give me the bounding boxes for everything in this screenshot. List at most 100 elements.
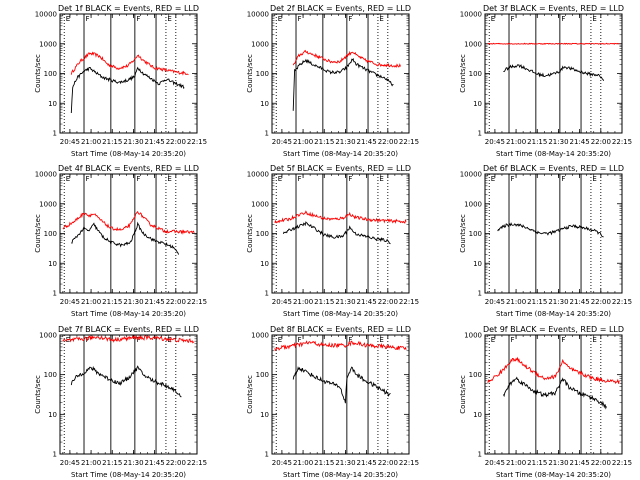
x-axis-label: Start Time (08-May-14 20:35:20) — [496, 310, 611, 318]
series-line-events — [70, 66, 185, 114]
x-tick-label: 22:15 — [399, 298, 419, 306]
x-tick-label: 22:15 — [612, 459, 632, 467]
y-axis-label: Counts/sec — [459, 375, 467, 414]
plot-frame — [59, 173, 198, 294]
y-tick-label: 10 — [48, 411, 57, 419]
x-tick-label: 21:15 — [314, 459, 334, 467]
plot-frame — [271, 173, 410, 294]
time-marker-label: E — [592, 336, 596, 344]
plot-frame — [484, 334, 623, 455]
x-tick-label: 21:30 — [123, 138, 143, 146]
x-tick-label: 21:15 — [314, 298, 334, 306]
y-tick-label: 10 — [260, 100, 269, 108]
series-line-lld — [62, 335, 195, 344]
chart-panel-8: Det 8f BLACK = Events, RED = LLD Counts/s… — [246, 325, 419, 479]
y-tick-label: 10 — [260, 260, 269, 268]
y-tick-label: 10 — [48, 260, 57, 268]
y-tick-label: 1 — [265, 451, 269, 459]
y-tick-label: 100 — [256, 371, 269, 379]
x-tick-label: 21:45 — [570, 298, 590, 306]
x-tick-label: 21:30 — [123, 459, 143, 467]
x-tick-label: 21:00 — [293, 459, 313, 467]
x-tick-label: 21:00 — [81, 459, 101, 467]
time-marker-label: F — [348, 175, 352, 183]
x-tick-label: 22:00 — [166, 459, 186, 467]
time-marker-label: E — [278, 336, 282, 344]
time-marker-label: E — [592, 15, 596, 23]
plot-frame — [484, 173, 623, 294]
time-marker-label: E — [379, 15, 383, 23]
y-tick-label: 1 — [53, 130, 57, 138]
time-marker-label: E — [66, 175, 70, 183]
x-tick-label: 21:00 — [506, 459, 526, 467]
y-tick-label: 1 — [53, 451, 57, 459]
chart-panel-1: Det 1f BLACK = Events, RED = LLD Counts/s… — [34, 4, 207, 158]
x-axis-label: Start Time (08-May-14 20:35:20) — [283, 471, 398, 479]
y-tick-label: 10 — [260, 411, 269, 419]
y-tick-label: 100 — [44, 371, 57, 379]
x-axis-label: Start Time (08-May-14 20:35:20) — [283, 310, 398, 318]
x-tick-label: 21:15 — [102, 298, 122, 306]
series-line-events — [292, 57, 394, 111]
x-tick-label: 20:45 — [485, 138, 505, 146]
x-tick-label: 21:15 — [527, 298, 547, 306]
plot-frame — [59, 334, 198, 455]
y-tick-label: 100 — [256, 230, 269, 238]
plot-frame — [484, 13, 623, 134]
x-tick-label: 21:00 — [81, 138, 101, 146]
time-marker-label: F — [86, 175, 90, 183]
x-tick-label: 21:45 — [570, 138, 590, 146]
chart-title: Det 3f BLACK = Events, RED = LLD — [483, 4, 624, 13]
x-tick-label: 21:30 — [335, 138, 355, 146]
time-marker-label: F — [511, 336, 515, 344]
time-marker-label: F — [561, 15, 565, 23]
y-tick-label: 10000 — [460, 171, 482, 179]
series-line-events — [71, 221, 180, 255]
x-tick-label: 21:15 — [102, 459, 122, 467]
x-tick-label: 20:45 — [60, 298, 80, 306]
series-line-lld — [292, 49, 401, 68]
y-axis-label: Counts/sec — [34, 54, 42, 93]
series-line-events — [282, 221, 391, 245]
y-tick-label: 1000 — [39, 40, 57, 48]
x-tick-label: 21:15 — [314, 138, 334, 146]
x-tick-label: 21:45 — [357, 298, 377, 306]
x-tick-label: 21:00 — [293, 138, 313, 146]
x-axis-label: Start Time (08-May-14 20:35:20) — [496, 471, 611, 479]
time-marker-label: E — [491, 15, 495, 23]
x-tick-label: 21:45 — [145, 138, 165, 146]
y-tick-label: 10000 — [35, 11, 57, 19]
x-tick-label: 22:15 — [612, 138, 632, 146]
y-axis-ticks: 1 10 100 1000 — [251, 332, 409, 459]
y-tick-label: 1000 — [39, 332, 57, 340]
y-axis-ticks: 1 10 100 1000 10000 — [35, 11, 197, 138]
x-tick-label: 20:45 — [60, 459, 80, 467]
x-tick-label: 21:00 — [506, 138, 526, 146]
x-tick-label: 21:15 — [527, 138, 547, 146]
y-tick-label: 10000 — [247, 171, 269, 179]
x-tick-label: 21:30 — [335, 298, 355, 306]
chart-panel-9: Det 9f BLACK = Events, RED = LLD Counts/s… — [459, 325, 632, 479]
time-marker-label: E — [66, 15, 70, 23]
y-axis-label: Counts/sec — [246, 54, 254, 93]
y-tick-label: 1000 — [464, 40, 482, 48]
series-line-lld — [274, 210, 407, 224]
x-tick-label: 22:00 — [591, 138, 611, 146]
chart-panel-3: Det 3f BLACK = Events, RED = LLD Counts/s… — [459, 4, 632, 158]
series-line-events — [502, 376, 607, 410]
y-axis-label: Counts/sec — [34, 214, 42, 253]
x-axis-ticks: 20:45 21:00 21:15 21:30 21:45 22:00 22:15 — [272, 14, 419, 146]
x-tick-label: 21:30 — [548, 138, 568, 146]
y-tick-label: 1 — [265, 130, 269, 138]
chart-panel-5: Det 5f BLACK = Events, RED = LLD Counts/s… — [246, 164, 419, 318]
y-tick-label: 10000 — [460, 11, 482, 19]
x-axis-label: Start Time (08-May-14 20:35:20) — [496, 150, 611, 158]
y-tick-label: 10000 — [247, 11, 269, 19]
chart-title: Det 8f BLACK = Events, RED = LLD — [270, 325, 411, 334]
time-marker-label: E — [167, 175, 171, 183]
series-line-lld — [487, 356, 620, 385]
